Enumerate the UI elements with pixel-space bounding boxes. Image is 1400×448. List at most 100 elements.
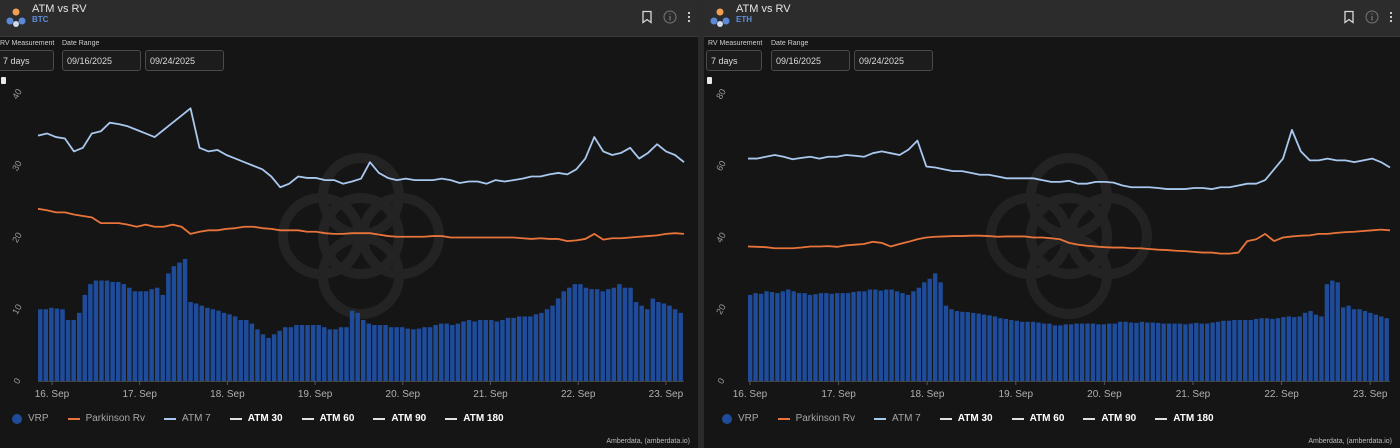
vrp-bar (971, 312, 976, 381)
vrp-bar (1194, 322, 1199, 381)
vrp-bar (594, 289, 600, 381)
credit-text: Amberdata, (amberdata.io) (606, 438, 690, 445)
vrp-bar (1368, 312, 1373, 381)
vrp-bar (873, 289, 878, 381)
legend-atm30[interactable]: ATM 30 (229, 413, 283, 424)
legend-atm30[interactable]: ATM 30 (939, 413, 993, 424)
vrp-bar (327, 329, 333, 381)
vrp-bar (1069, 324, 1074, 381)
vrp-bar (1079, 323, 1085, 381)
legend-atm7[interactable]: ATM 7 (164, 413, 211, 424)
vrp-bar (1128, 322, 1134, 381)
vrp-bar (177, 262, 182, 381)
vrp-bar (294, 325, 299, 381)
panel-divider (698, 0, 704, 448)
marker-flag (1, 77, 6, 84)
vrp-bar (1346, 305, 1351, 381)
legend-atm90-label: ATM 90 (391, 413, 427, 424)
vrp-bar (1362, 311, 1368, 381)
more-menu-icon[interactable] (1388, 10, 1394, 24)
vrp-bar (818, 293, 824, 381)
x-tick-label: 22. Sep (1264, 389, 1299, 400)
vrp-bar (900, 293, 905, 381)
y-tick-label: 0 (11, 376, 22, 385)
vrp-bar (748, 294, 753, 381)
vrp-bar (299, 325, 305, 381)
vrp-bar (93, 280, 99, 381)
amberdata-watermark-icon (278, 153, 444, 319)
y-tick-label: 0 (715, 376, 726, 385)
rv-measurement-select[interactable]: 7 days (706, 50, 762, 71)
legend-atm60[interactable]: ATM 60 (301, 413, 354, 424)
legend-atm7[interactable]: ATM 7 (874, 413, 921, 424)
vrp-bar (494, 321, 500, 381)
vrp-bar (1134, 322, 1139, 381)
legend-atm90[interactable]: ATM 90 (373, 413, 426, 424)
vrp-bar (1324, 284, 1330, 381)
vrp-bar (1302, 312, 1308, 381)
vrp-bar (1123, 321, 1128, 381)
legend-atm7-label: ATM 7 (892, 413, 921, 424)
vrp-bar (405, 328, 411, 381)
legend-vrp[interactable]: VRP (12, 413, 49, 424)
vrp-bar (916, 287, 921, 381)
legend-parkinson[interactable]: Parkinson Rv (67, 413, 146, 424)
date-to-input[interactable]: 09/24/2025 (145, 50, 224, 71)
legend-vrp[interactable]: VRP (722, 413, 759, 424)
rv-measurement-select[interactable]: 7 days (0, 50, 54, 71)
watermark-ring (318, 233, 404, 319)
vrp-bar (461, 321, 466, 381)
date-range-label: Date Range (771, 40, 809, 47)
eth-panel: ATM vs RV ETH RV Measurement Date Range … (704, 0, 1400, 448)
vrp-bar (998, 318, 1003, 381)
vrp-bar (650, 298, 656, 381)
vrp-bar (1090, 323, 1096, 381)
date-from-input[interactable]: 09/16/2025 (62, 50, 141, 71)
chart-legend: VRP Parkinson Rv ATM 7 ATM 30 ATM 60 ATM… (722, 413, 1233, 424)
vrp-bar (1308, 311, 1313, 381)
vrp-bar (1030, 321, 1036, 381)
vrp-bar (383, 325, 388, 381)
legend-parkinson-label: Parkinson Rv (85, 413, 146, 424)
info-icon[interactable] (663, 10, 677, 24)
bookmark-icon[interactable] (640, 10, 654, 24)
legend-atm180[interactable]: ATM 180 (1155, 413, 1214, 424)
more-menu-icon[interactable] (686, 10, 692, 24)
legend-atm180[interactable]: ATM 180 (445, 413, 504, 424)
date-from-input[interactable]: 09/16/2025 (771, 50, 850, 71)
vrp-bar (1183, 324, 1188, 381)
vrp-bar (606, 289, 611, 381)
vrp-bar (949, 309, 954, 381)
vrp-bar (399, 327, 405, 381)
panel-title: ATM vs RV (32, 3, 87, 15)
legend-atm30-label: ATM 30 (957, 413, 993, 424)
x-tick-label: 18. Sep (210, 389, 245, 400)
watermark-ring (1026, 233, 1112, 319)
vrp-bar (422, 327, 427, 381)
vrp-bar (416, 328, 422, 381)
date-to-input[interactable]: 09/24/2025 (854, 50, 933, 71)
vrp-bar (1379, 316, 1384, 381)
vrp-bar (1166, 323, 1172, 381)
vrp-bar (555, 298, 561, 381)
legend-parkinson-label: Parkinson Rv (795, 413, 856, 424)
vrp-bar (628, 287, 633, 381)
vrp-bar (500, 320, 505, 381)
legend-atm90-label: ATM 90 (1101, 413, 1137, 424)
vrp-bar (1085, 323, 1090, 381)
vrp-bar (182, 259, 188, 381)
marker-flag (707, 77, 712, 84)
legend-atm60[interactable]: ATM 60 (1011, 413, 1064, 424)
bookmark-icon[interactable] (1342, 10, 1356, 24)
vrp-bar (932, 273, 938, 382)
vrp-bar (769, 292, 775, 381)
vrp-bar (884, 289, 889, 381)
vrp-bar (672, 309, 678, 381)
info-icon[interactable] (1365, 10, 1379, 24)
vrp-bar (1058, 325, 1063, 381)
vrp-bar (1096, 324, 1101, 381)
vrp-bar (845, 293, 851, 381)
legend-parkinson[interactable]: Parkinson Rv (777, 413, 856, 424)
legend-atm90[interactable]: ATM 90 (1083, 413, 1136, 424)
vrp-bar (1063, 324, 1068, 381)
